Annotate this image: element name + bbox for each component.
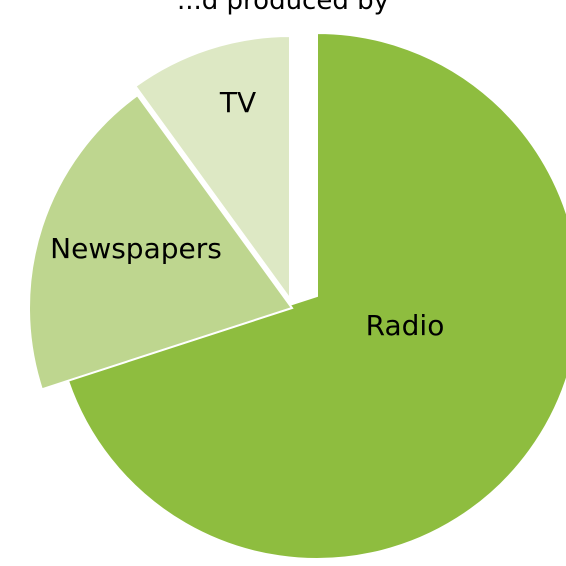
pie-slice-newspapers [28, 93, 294, 391]
chart-caption-fragment: ...d produced by [176, 0, 390, 16]
slice-label-tv: TV [219, 86, 256, 119]
slice-label-newspapers: Newspapers [50, 232, 222, 265]
slice-label-radio: Radio [366, 309, 445, 342]
pie-slice-tv [134, 34, 291, 303]
pie-slice-radio [65, 31, 566, 560]
